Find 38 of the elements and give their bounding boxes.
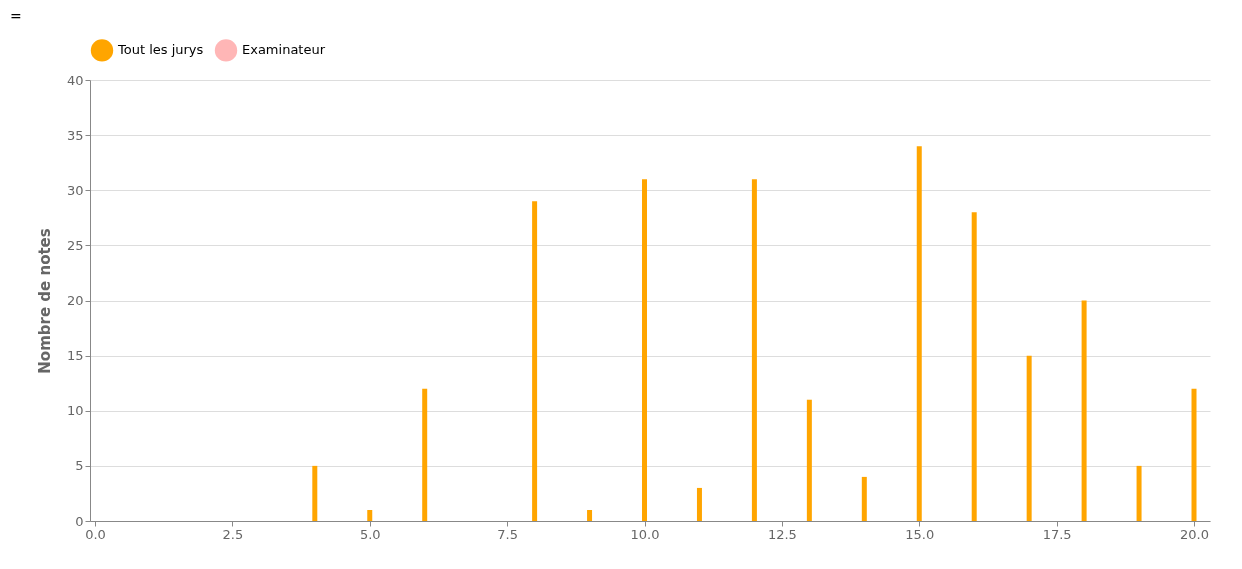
bar	[806, 399, 812, 521]
bar	[696, 487, 702, 521]
y-tick-label: 0	[75, 513, 84, 529]
bar	[916, 146, 922, 521]
bar	[367, 509, 373, 521]
x-tick-label: 0.0	[85, 526, 106, 542]
legend-label: Tout les jurys	[117, 42, 204, 58]
bar	[532, 201, 538, 521]
x-tick-label: 15.0	[905, 526, 935, 542]
x-tick-label: 7.5	[497, 526, 518, 542]
y-tick-label: 25	[66, 237, 84, 253]
y-tick-label: 20	[66, 293, 84, 308]
x-tick-label: 5.0	[359, 526, 381, 542]
bar	[861, 476, 867, 521]
y-tick-label: 35	[66, 127, 84, 143]
y-axis-title: Nombre de notes	[35, 228, 54, 374]
bar	[1026, 355, 1032, 521]
x-tick-label: 2.5	[222, 526, 244, 542]
bar	[587, 509, 593, 521]
y-tick-label: 15	[66, 348, 84, 364]
text: =	[10, 8, 22, 24]
bar	[751, 179, 757, 521]
legend-label: Examinateur	[242, 42, 326, 58]
x-tick-label: 20.0	[1180, 526, 1209, 542]
bar	[971, 212, 977, 521]
bar	[1136, 465, 1142, 521]
y-tick-label: 30	[66, 182, 84, 198]
bar	[1191, 388, 1197, 521]
x-tick-label: 12.5	[767, 526, 797, 542]
x-tick-label: 17.5	[1042, 526, 1072, 542]
y-tick-label: 40	[66, 72, 84, 88]
x-tick-label: 10.0	[630, 526, 660, 542]
y-tick-label: 5	[75, 458, 84, 474]
bar	[642, 179, 647, 521]
bar	[1081, 300, 1087, 521]
bar	[312, 465, 318, 521]
y-tick-label: 10	[66, 403, 84, 419]
bar	[422, 388, 428, 521]
